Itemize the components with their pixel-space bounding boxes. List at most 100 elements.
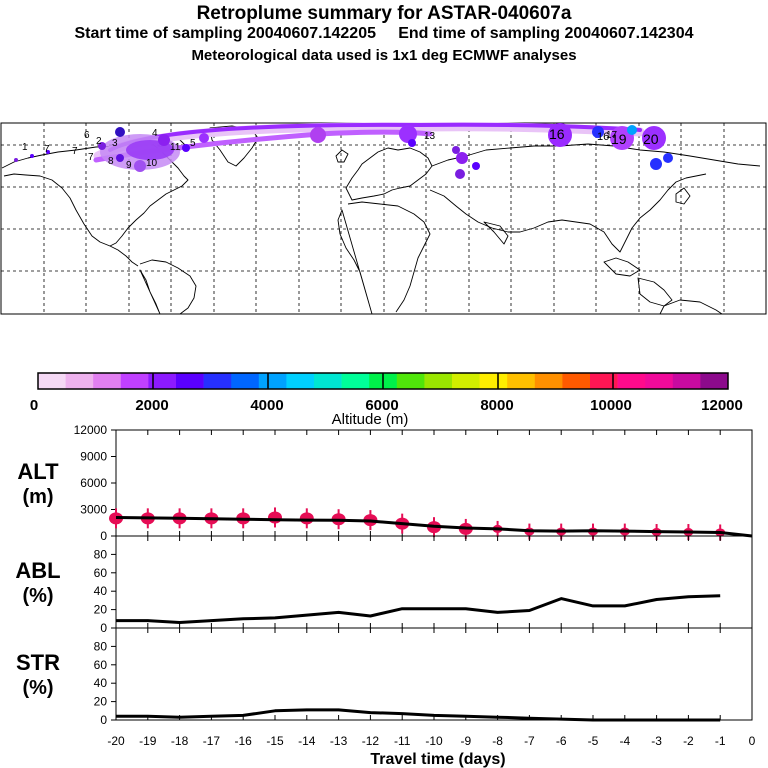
y-tick-label: 80 xyxy=(94,639,108,653)
x-tick-label: -14 xyxy=(298,734,316,748)
x-tick-label: -16 xyxy=(235,734,253,748)
colorbar-swatch xyxy=(479,373,508,389)
colorbar-swatch xyxy=(176,373,204,389)
colorbar-swatch xyxy=(424,373,453,389)
colorbar-tick: 12000 xyxy=(701,397,743,414)
panel-label: ABL xyxy=(15,558,60,583)
y-tick-label: 60 xyxy=(94,566,108,580)
colorbar-swatch xyxy=(672,373,701,389)
day-label: 4 xyxy=(152,128,158,139)
x-tick-label: -12 xyxy=(362,734,380,748)
panel-frame xyxy=(115,535,753,629)
colorbar-swatch xyxy=(65,373,94,389)
start-time-label: Start time of sampling 20040607.142205 xyxy=(74,25,377,42)
time-series-panels: 030006000900012000ALT(m)020406080ABL(%)0… xyxy=(15,423,755,768)
y-tick-label: 0 xyxy=(100,529,107,543)
colorbar-swatch xyxy=(645,373,674,389)
colorbar-swatch xyxy=(562,373,591,389)
day-label: 7 xyxy=(88,152,94,163)
y-tick-label: 40 xyxy=(94,676,108,690)
panel-abl: 0 20 40 60 80 ABL(%) xyxy=(15,535,753,635)
x-tick-label: 0 xyxy=(749,734,756,748)
y-tick-label: 6000 xyxy=(80,476,107,490)
x-tick-label: -15 xyxy=(266,734,284,748)
day-label: 16 xyxy=(549,126,565,142)
colorbar-tick: 10000 xyxy=(590,397,632,414)
colorbar-swatch xyxy=(148,373,177,389)
day-label: 3 xyxy=(112,138,118,149)
end-time-label: End time of sampling 20040607.142304 xyxy=(398,25,694,42)
x-tick-label: -11 xyxy=(394,734,411,748)
day-label: 8 xyxy=(108,156,114,167)
y-tick-label: 40 xyxy=(94,584,108,598)
day-label: 5 xyxy=(190,138,196,149)
x-ticks xyxy=(115,628,753,720)
y-tick-label: 3000 xyxy=(80,503,107,517)
day-label: 7 xyxy=(44,144,50,155)
day-label: 19 xyxy=(611,131,627,147)
met-data-label: Meteorological data used is 1x1 deg ECMW… xyxy=(191,47,577,64)
y-tick-label: 0 xyxy=(100,713,107,727)
panel-alt: 0 3000 6000 9000 12000 ALT(m) xyxy=(17,423,753,543)
x-tick-label: -2 xyxy=(683,734,694,748)
day-label: 10 xyxy=(146,158,158,169)
y-tick-label: 9000 xyxy=(80,450,107,464)
y-tick-label: 12000 xyxy=(74,423,108,437)
colorbar-swatch xyxy=(38,373,66,389)
y-axis: 0 20 40 60 80 xyxy=(94,547,116,635)
x-tick-label: -8 xyxy=(492,734,503,748)
x-tick-label: -9 xyxy=(460,734,471,748)
colorbar-title: Altitude (m) xyxy=(332,411,409,428)
colorbar-swatch xyxy=(93,373,122,389)
day-label: 17 xyxy=(606,130,618,141)
y-tick-label: 20 xyxy=(94,603,108,617)
world-map: 7 7 7 6 8 9 10 11 13 16 16 17 19 20 4 5 … xyxy=(0,122,767,315)
day-label: 11 xyxy=(170,142,181,153)
day-label: 2 xyxy=(96,136,102,147)
day-label: 16 xyxy=(597,131,609,143)
panel-label: ALT xyxy=(17,459,59,484)
x-tick-label: -10 xyxy=(425,734,443,748)
colorbar-swatch xyxy=(617,373,646,389)
colorbar-tick: 2000 xyxy=(135,397,168,414)
x-axis-title: Travel time (days) xyxy=(370,751,505,768)
colorbar-tick-labels: 0 2000 4000 6000 8000 10000 12000 xyxy=(30,397,743,414)
y-axis: 0 20 40 60 80 xyxy=(94,639,116,727)
altitude-marker xyxy=(299,512,314,525)
x-tick-label: -6 xyxy=(556,734,567,748)
x-ticks xyxy=(115,536,753,628)
colorbar-swatch xyxy=(507,373,536,389)
x-tick-label: -18 xyxy=(171,734,189,748)
series-line xyxy=(116,708,721,722)
x-tick-label: -19 xyxy=(139,734,157,748)
colorbar-swatch xyxy=(314,373,342,389)
colorbar-swatch xyxy=(341,373,370,389)
colorbar-tick: 8000 xyxy=(480,397,513,414)
day-label: 13 xyxy=(424,131,436,142)
y-axis: 0 3000 6000 9000 12000 xyxy=(74,423,116,543)
y-tick-label: 20 xyxy=(94,695,108,709)
x-tick-label: -1 xyxy=(715,734,726,748)
x-tick-label: -7 xyxy=(524,734,535,748)
colorbar-tick: 0 xyxy=(30,397,38,414)
x-tick-label: -17 xyxy=(203,734,221,748)
x-tick-label: -3 xyxy=(651,734,662,748)
y-tick-label: 0 xyxy=(100,621,107,635)
colorbar-swatch xyxy=(203,373,232,389)
panel-label: STR xyxy=(16,650,60,675)
colorbar-tick: 4000 xyxy=(250,397,283,414)
y-tick-label: 80 xyxy=(94,547,108,561)
x-tick-label: -4 xyxy=(619,734,630,748)
panel-unit: (%) xyxy=(22,677,53,699)
colorbar-swatch xyxy=(231,373,260,389)
colorbar-tick: 6000 xyxy=(365,397,398,414)
y-tick-label: 60 xyxy=(94,658,108,672)
colorbar-swatch xyxy=(396,373,425,389)
chart-title: Retroplume summary for ASTAR-040607a xyxy=(196,3,572,24)
day-label: 9 xyxy=(126,160,132,171)
x-tick-label: -20 xyxy=(107,734,125,748)
panel-frame xyxy=(115,627,753,721)
altitude-colorbar: 0 2000 4000 6000 8000 10000 12000 Altitu… xyxy=(30,372,743,428)
plume-day-labels: 7 7 7 6 8 9 10 11 13 16 16 17 19 20 4 5 … xyxy=(22,126,659,171)
